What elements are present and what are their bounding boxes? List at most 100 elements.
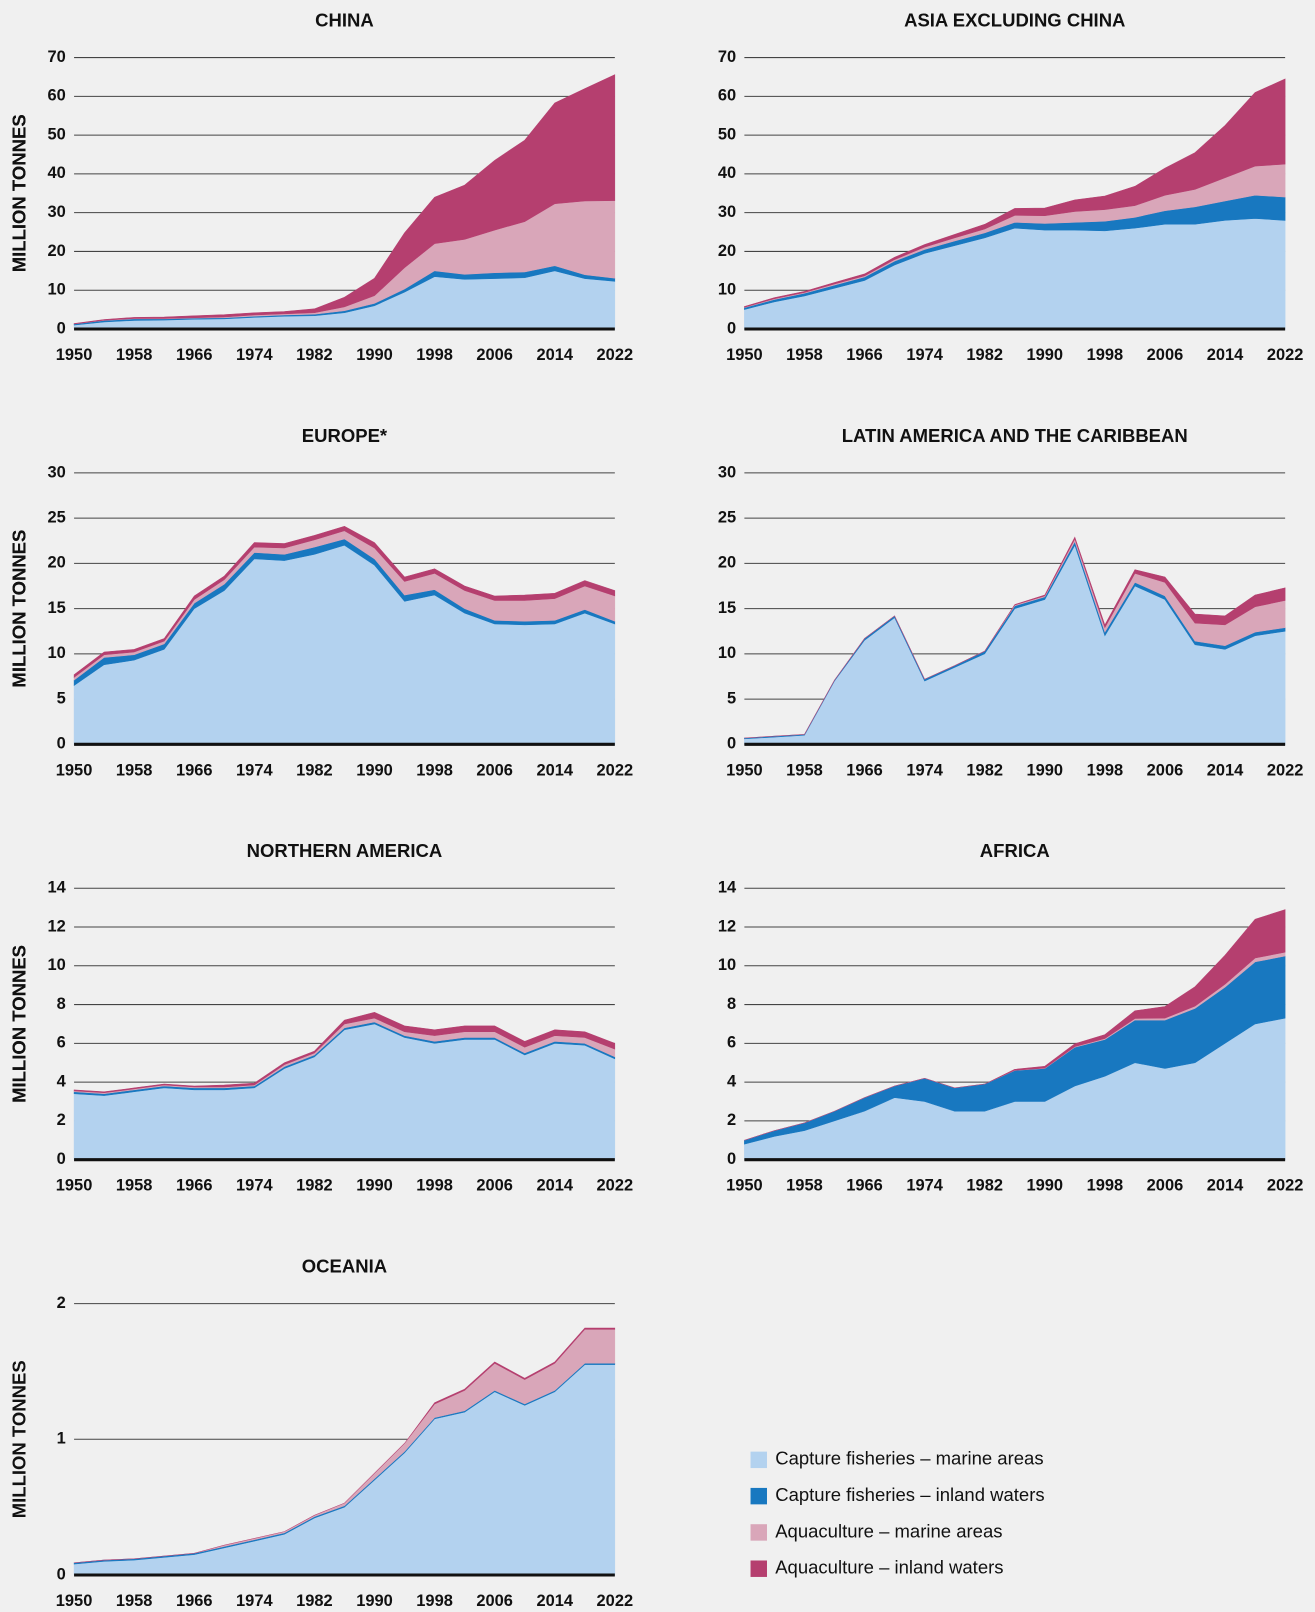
x-tick-label: 1998 xyxy=(1087,346,1124,364)
x-tick-label: 2006 xyxy=(476,1177,513,1195)
x-tick-label: 2014 xyxy=(1207,346,1244,364)
x-tick-label: 1990 xyxy=(356,761,393,779)
y-tick-label: 30 xyxy=(48,463,66,481)
x-tick-label: 1998 xyxy=(416,761,453,779)
area-3 xyxy=(73,526,616,678)
legend-label: Aquaculture – marine areas xyxy=(775,1520,1002,1541)
x-tick-label: 2006 xyxy=(1147,346,1184,364)
x-tick-label: 1990 xyxy=(356,1177,393,1195)
y-tick-label: 0 xyxy=(57,1150,66,1168)
y-tick-label: 0 xyxy=(727,319,736,337)
legend-swatch xyxy=(750,1560,767,1577)
y-tick-label: 14 xyxy=(718,879,737,897)
y-tick-label: 10 xyxy=(718,644,736,662)
x-tick-label: 1998 xyxy=(416,1592,453,1610)
x-tick-label: 1966 xyxy=(846,346,883,364)
y-tick-label: 30 xyxy=(48,203,66,221)
y-tick-label: 60 xyxy=(48,87,66,105)
x-tick-label: 1982 xyxy=(296,1177,333,1195)
x-tick-label: 1998 xyxy=(416,346,453,364)
y-tick-label: 5 xyxy=(57,689,66,707)
y-axis-label: MILLION TONNES xyxy=(9,530,30,688)
y-tick-label: 20 xyxy=(718,554,736,572)
x-tick-label: 1982 xyxy=(966,1177,1003,1195)
y-tick-label: 25 xyxy=(718,508,736,526)
y-tick-label: 0 xyxy=(57,1565,66,1583)
legend-label: Aquaculture – inland waters xyxy=(775,1557,1003,1578)
y-tick-label: 14 xyxy=(48,879,67,897)
chart-title: LATIN AMERICA AND THE CARIBBEAN xyxy=(842,425,1188,446)
y-tick-label: 15 xyxy=(718,599,736,617)
x-tick-label: 1958 xyxy=(786,761,823,779)
x-tick-label: 1966 xyxy=(176,346,213,364)
y-tick-label: 8 xyxy=(57,995,66,1013)
y-tick-label: 10 xyxy=(718,956,736,974)
x-tick-label: 2014 xyxy=(536,761,573,779)
y-tick-label: 6 xyxy=(57,1034,66,1052)
y-tick-label: 50 xyxy=(718,125,736,143)
x-tick-label: 2022 xyxy=(1267,1177,1304,1195)
x-tick-label: 1998 xyxy=(416,1177,453,1195)
x-tick-label: 2014 xyxy=(1207,1177,1244,1195)
x-tick-label: 1958 xyxy=(116,1177,153,1195)
x-tick-label: 1974 xyxy=(906,346,943,364)
x-tick-label: 1974 xyxy=(236,761,273,779)
y-tick-label: 2 xyxy=(57,1111,66,1129)
x-tick-label: 1974 xyxy=(906,761,943,779)
x-tick-label: 2022 xyxy=(597,1177,634,1195)
x-tick-label: 1974 xyxy=(236,1177,273,1195)
chart-title: AFRICA xyxy=(980,840,1050,861)
y-tick-label: 40 xyxy=(718,164,736,182)
x-tick-label: 1990 xyxy=(356,1592,393,1610)
x-tick-label: 1958 xyxy=(116,761,153,779)
chart-title: CHINA xyxy=(315,9,374,30)
x-tick-label: 2006 xyxy=(1147,761,1184,779)
y-axis-label: MILLION TONNES xyxy=(9,114,30,272)
y-tick-label: 0 xyxy=(57,735,66,753)
y-axis-label: MILLION TONNES xyxy=(9,114,30,272)
x-tick-label: 2014 xyxy=(536,1177,573,1195)
y-tick-label: 1 xyxy=(57,1430,66,1448)
y-tick-label: 20 xyxy=(48,242,66,260)
y-tick-label: 70 xyxy=(48,48,66,66)
x-tick-label: 2014 xyxy=(536,346,573,364)
x-tick-label: 2006 xyxy=(1147,1177,1184,1195)
chart-title: ASIA EXCLUDING CHINA xyxy=(904,9,1125,30)
y-tick-label: 10 xyxy=(718,281,736,299)
x-tick-label: 1998 xyxy=(1087,761,1124,779)
y-tick-label: 15 xyxy=(48,599,66,617)
legend-swatch xyxy=(750,1487,767,1505)
x-tick-label: 1950 xyxy=(726,346,763,364)
y-tick-label: 8 xyxy=(727,995,736,1013)
x-tick-label: 2014 xyxy=(1207,761,1244,779)
x-tick-label: 2006 xyxy=(476,346,513,364)
y-axis-label: MILLION TONNES xyxy=(9,530,30,688)
x-tick-label: 1958 xyxy=(116,1592,153,1610)
area-3 xyxy=(73,74,616,325)
y-tick-label: 60 xyxy=(718,87,736,105)
area-3 xyxy=(74,1327,616,1564)
y-tick-label: 0 xyxy=(727,1150,736,1168)
x-tick-label: 1974 xyxy=(236,1592,273,1610)
y-tick-label: 5 xyxy=(727,689,736,707)
chart-title: OCEANIA xyxy=(302,1255,387,1276)
y-tick-label: 20 xyxy=(48,554,66,572)
x-tick-label: 1958 xyxy=(116,346,153,364)
area-3 xyxy=(744,909,1286,1141)
y-tick-label: 0 xyxy=(57,319,66,337)
y-tick-label: 50 xyxy=(48,125,66,143)
x-tick-label: 1990 xyxy=(1027,1177,1064,1195)
y-tick-label: 20 xyxy=(718,242,736,260)
y-tick-label: 40 xyxy=(48,164,66,182)
x-tick-label: 1974 xyxy=(906,1177,943,1195)
y-tick-label: 6 xyxy=(727,1034,736,1052)
x-tick-label: 2022 xyxy=(597,346,634,364)
x-tick-label: 2022 xyxy=(597,1592,634,1610)
x-tick-label: 2014 xyxy=(536,1592,573,1610)
x-tick-label: 1990 xyxy=(1027,346,1064,364)
y-tick-label: 12 xyxy=(48,917,66,935)
x-tick-label: 1950 xyxy=(56,1177,93,1195)
x-tick-label: 1958 xyxy=(786,346,823,364)
